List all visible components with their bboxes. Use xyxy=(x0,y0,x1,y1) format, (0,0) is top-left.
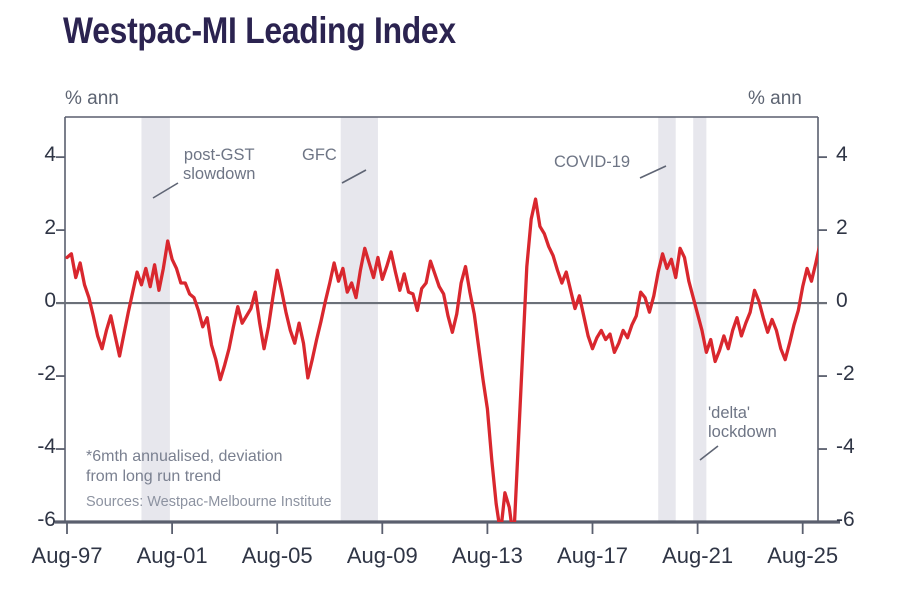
x-axis-label-Aug-13: Aug-13 xyxy=(451,543,523,568)
y-axis-label-right--6: -6 xyxy=(836,508,855,531)
y-axis-label-right--4: -4 xyxy=(836,435,855,459)
y-axis-label-right-2: 2 xyxy=(836,216,848,240)
chart-source: Sources: Westpac-Melbourne Institute xyxy=(86,494,332,510)
annotation-leader-lines xyxy=(152,165,719,461)
recession-bands xyxy=(141,117,707,522)
y-axis-label-left-4: 4 xyxy=(44,143,56,167)
annotation-covid: COVID-19 xyxy=(554,153,631,171)
y-axis-label-left--2: -2 xyxy=(37,362,56,386)
leader-line-gfc xyxy=(341,169,367,184)
x-axis-label-Aug-09: Aug-09 xyxy=(346,543,418,568)
y-axis-unit-left: % ann xyxy=(65,88,119,109)
shaded-band-2 xyxy=(658,117,676,522)
x-axis-label-Aug-17: Aug-17 xyxy=(557,543,628,568)
leader-line-delta xyxy=(699,445,719,461)
y-axis-label-left--6: -6 xyxy=(37,508,56,531)
y-axis-label-left-0: 0 xyxy=(44,289,56,313)
axis-ticks xyxy=(56,156,827,534)
chart-title: Westpac-MI Leading Index xyxy=(63,10,456,51)
y-axis-label-right-4: 4 xyxy=(836,143,848,167)
y-axis-label-right-0: 0 xyxy=(836,289,848,313)
annotation-post-gst: post-GST slowdown xyxy=(183,146,256,183)
shaded-band-1 xyxy=(340,117,378,522)
annotation-gfc: GFC xyxy=(302,146,337,164)
y-axis-label-right--2: -2 xyxy=(836,362,855,386)
x-axis-label-Aug-01: Aug-01 xyxy=(136,543,208,568)
y-axis-label-left--4: -4 xyxy=(37,435,56,459)
chart-footnote: *6mth annualised, deviation from long ru… xyxy=(86,448,283,485)
y-axis-unit-right: % ann xyxy=(748,88,802,109)
x-axis-label-Aug-05: Aug-05 xyxy=(241,543,313,568)
plot-frame xyxy=(55,116,840,524)
x-axis-label-Aug-25: Aug-25 xyxy=(767,543,839,568)
annotation-delta: 'delta' lockdown xyxy=(708,404,777,441)
x-axis-label-Aug-97: Aug-97 xyxy=(31,543,103,568)
shaded-band-0 xyxy=(141,117,170,522)
data-series-group xyxy=(65,197,818,522)
leader-line-covid xyxy=(639,165,667,179)
leader-line-post-gst xyxy=(152,182,179,199)
y-axis-label-left-2: 2 xyxy=(44,216,56,240)
series-line-0 xyxy=(65,197,818,522)
x-axis-label-Aug-21: Aug-21 xyxy=(662,543,734,568)
